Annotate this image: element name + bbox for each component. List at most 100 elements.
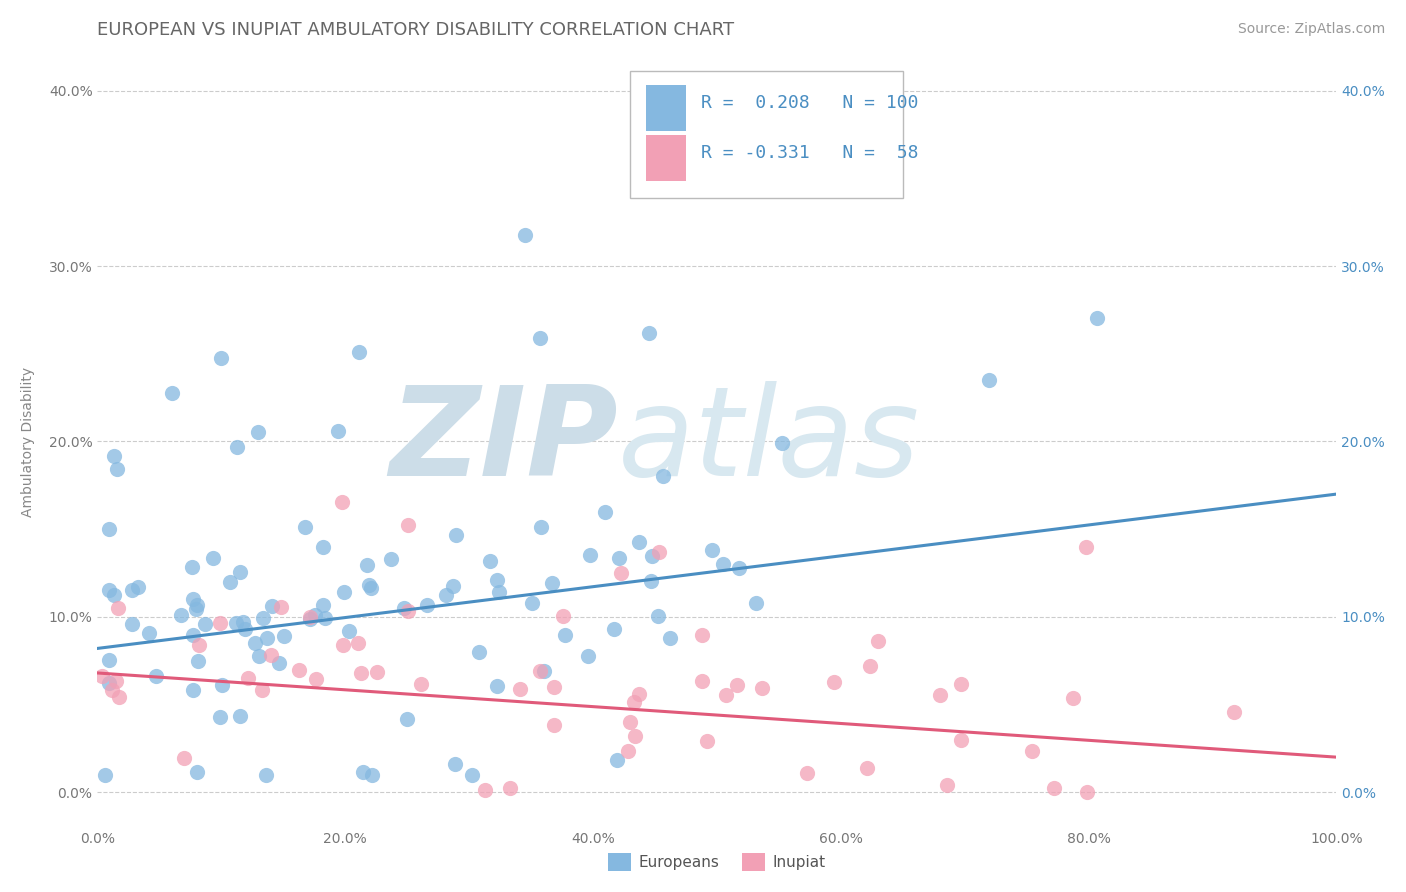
Point xyxy=(396,712,419,726)
Point xyxy=(627,687,650,701)
Point xyxy=(209,351,232,366)
Point xyxy=(700,543,723,558)
Point xyxy=(578,548,600,562)
Point xyxy=(866,633,889,648)
Point xyxy=(238,671,260,685)
Point xyxy=(434,588,457,602)
Point xyxy=(366,665,388,680)
Point xyxy=(1074,540,1097,554)
Point xyxy=(1021,743,1043,757)
Point xyxy=(337,624,360,638)
Point xyxy=(553,609,575,624)
Point xyxy=(186,602,208,616)
FancyBboxPatch shape xyxy=(647,85,686,130)
Point xyxy=(181,683,204,698)
Point xyxy=(105,462,128,476)
Point xyxy=(299,609,322,624)
Point xyxy=(256,631,278,645)
Point xyxy=(543,681,565,695)
Point xyxy=(252,611,274,625)
Point xyxy=(208,710,231,724)
Point xyxy=(350,666,373,681)
Text: atlas: atlas xyxy=(617,381,920,502)
Text: Source: ZipAtlas.com: Source: ZipAtlas.com xyxy=(1237,22,1385,37)
Point xyxy=(304,607,326,622)
Point xyxy=(714,689,737,703)
Point xyxy=(533,664,555,678)
Point xyxy=(103,449,125,463)
Point xyxy=(262,599,284,613)
Point xyxy=(233,622,256,636)
Point xyxy=(751,681,773,695)
Point xyxy=(346,636,368,650)
Point xyxy=(396,517,419,532)
Point xyxy=(229,566,252,580)
Point xyxy=(690,628,713,642)
Point xyxy=(474,783,496,797)
Point xyxy=(606,753,628,767)
Point xyxy=(311,598,333,612)
Text: R =  0.208   N = 100: R = 0.208 N = 100 xyxy=(700,95,918,112)
Point xyxy=(314,610,336,624)
Point xyxy=(485,573,508,587)
Point xyxy=(121,582,143,597)
Point xyxy=(360,767,382,781)
Point xyxy=(211,678,233,692)
Point xyxy=(1062,690,1084,705)
Point xyxy=(91,669,114,683)
Point xyxy=(607,551,630,566)
Text: EUROPEAN VS INUPIAT AMBULATORY DISABILITY CORRELATION CHART: EUROPEAN VS INUPIAT AMBULATORY DISABILIT… xyxy=(97,21,734,39)
FancyBboxPatch shape xyxy=(630,71,903,198)
Point xyxy=(219,575,242,590)
Point xyxy=(488,585,510,599)
FancyBboxPatch shape xyxy=(647,136,686,181)
Point xyxy=(409,677,432,691)
Point xyxy=(180,560,202,574)
Point xyxy=(593,505,616,519)
Point xyxy=(357,577,380,591)
Point xyxy=(380,552,402,566)
Point xyxy=(1085,310,1108,325)
Point xyxy=(576,649,599,664)
Point xyxy=(509,682,531,697)
Point xyxy=(949,676,972,690)
Point xyxy=(977,373,1000,387)
Point xyxy=(711,558,734,572)
Point xyxy=(162,386,184,401)
Legend: Europeans, Inupiat: Europeans, Inupiat xyxy=(602,847,832,878)
Point xyxy=(194,616,217,631)
Point xyxy=(499,781,522,796)
Point xyxy=(269,657,291,671)
Point xyxy=(229,708,252,723)
Point xyxy=(603,623,626,637)
Y-axis label: Ambulatory Disability: Ambulatory Disability xyxy=(21,367,35,516)
Point xyxy=(796,766,818,780)
Point xyxy=(97,653,120,667)
Point xyxy=(188,639,211,653)
Point xyxy=(441,579,464,593)
Point xyxy=(169,608,191,623)
Point xyxy=(173,751,195,765)
Point xyxy=(727,561,749,575)
Point xyxy=(347,345,370,359)
Point xyxy=(444,757,467,772)
Point xyxy=(1043,780,1066,795)
Point xyxy=(105,673,128,688)
Point xyxy=(638,326,661,340)
Point xyxy=(659,631,682,645)
Point xyxy=(485,679,508,693)
Point xyxy=(332,495,354,509)
Point xyxy=(246,425,269,439)
Point xyxy=(107,601,129,615)
Point xyxy=(121,616,143,631)
Point xyxy=(356,558,378,573)
Point xyxy=(249,648,271,663)
Point xyxy=(304,673,326,687)
Point xyxy=(145,669,167,683)
Point xyxy=(647,608,669,623)
Point xyxy=(651,469,673,483)
Point xyxy=(859,659,882,673)
Point xyxy=(98,523,121,537)
Point xyxy=(467,645,489,659)
Point xyxy=(288,663,311,677)
